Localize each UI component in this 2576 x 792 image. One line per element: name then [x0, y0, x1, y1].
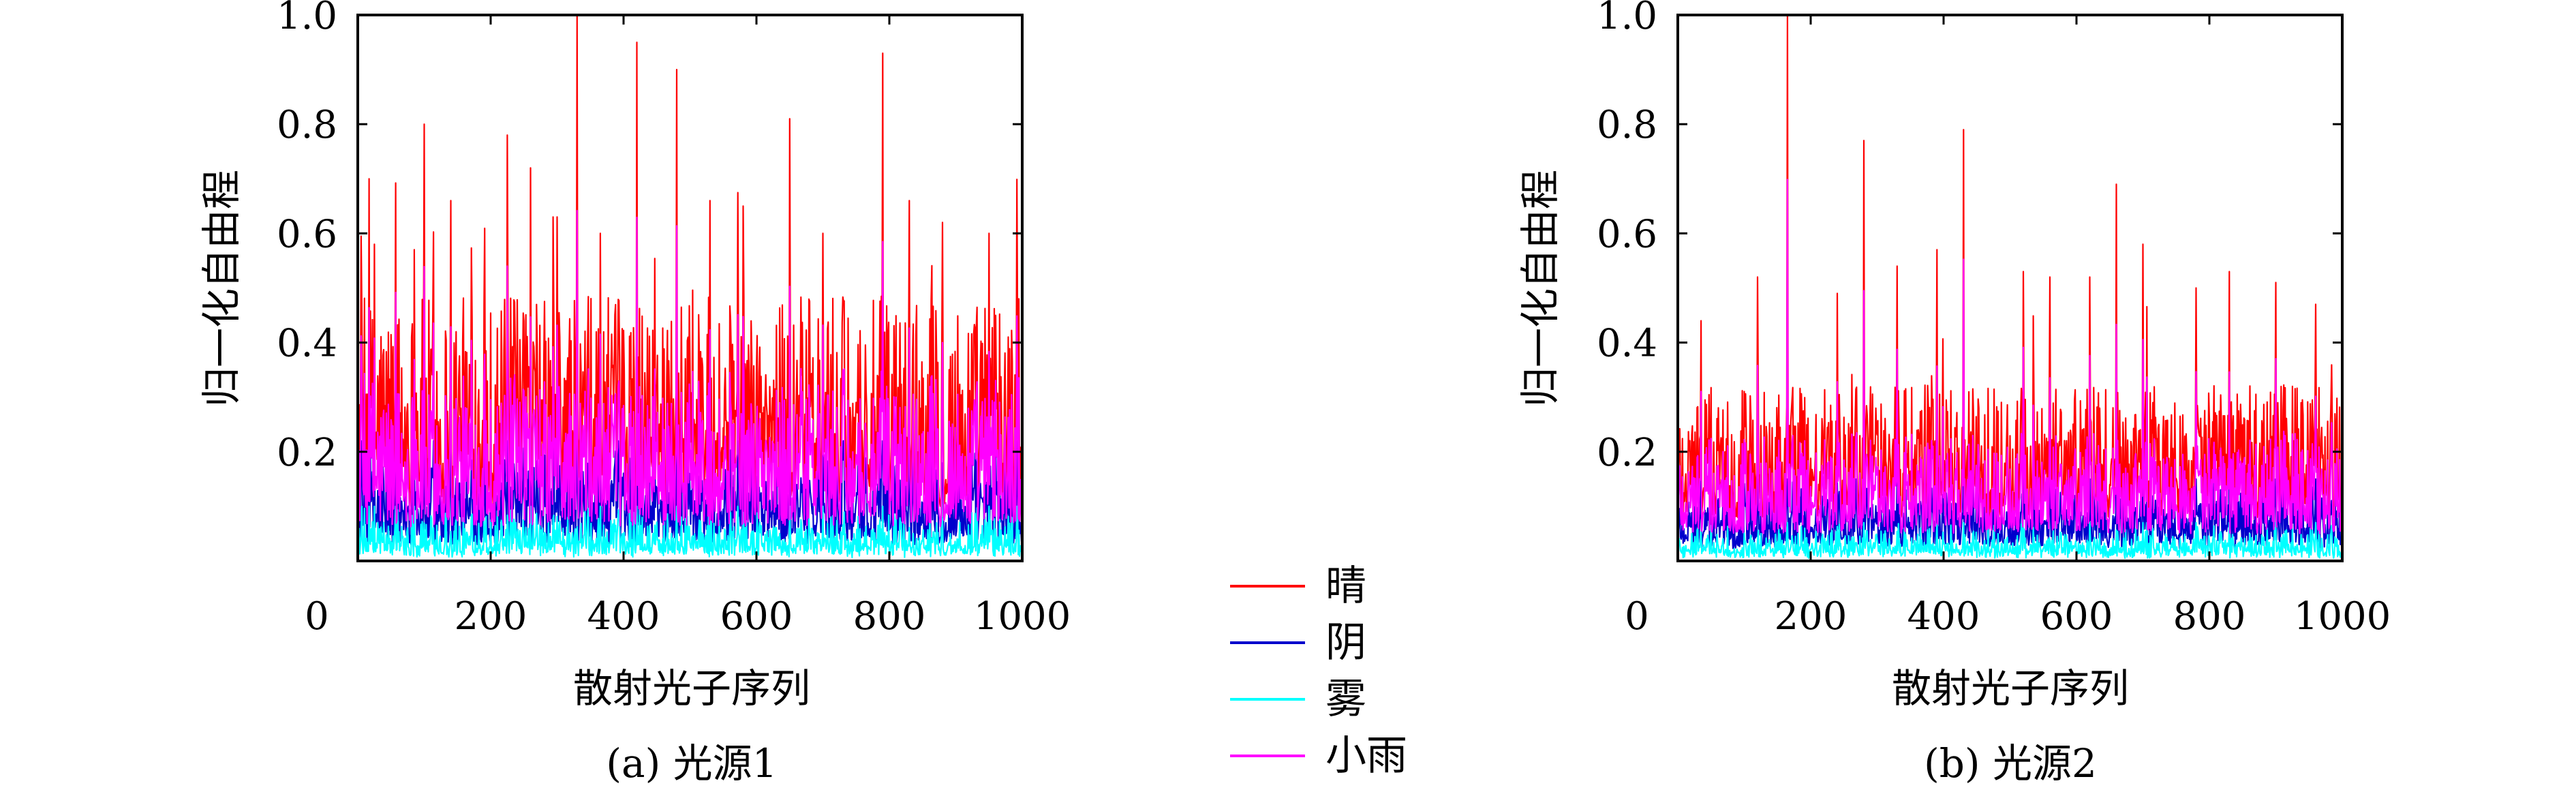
- panel-b-y-axis-label: 归一化自由程: [1517, 170, 1563, 407]
- panel-a-series-4: [357, 209, 1024, 528]
- panel-b-series-group: [1677, 14, 2344, 559]
- panel-a-y-axis-label: 归一化自由程: [198, 170, 245, 407]
- panel-a-x-tick-label: 800: [853, 594, 926, 639]
- panel-a-series-group: [357, 14, 1024, 559]
- panel-a-y-tick-label: 0.4: [277, 322, 337, 366]
- panel-a-plot-frame: [356, 14, 1024, 562]
- panel-a-y-tick-label: 0.2: [277, 431, 337, 475]
- panel-b-y-tick-label: 0.8: [1597, 103, 1657, 147]
- panel-b-y-tick-label: 1.0: [1597, 0, 1657, 38]
- panel-b-y-tick-label: 0.6: [1597, 212, 1657, 256]
- legend-label: 小雨: [1325, 732, 1407, 780]
- legend-label: 阴: [1325, 619, 1366, 667]
- panel-b-x-tick-label: 400: [1907, 594, 1980, 639]
- panel-b-x-axis-label: 散射光子序列: [1892, 665, 2129, 712]
- panel-a-x-tick-label: 0: [305, 594, 329, 639]
- panel-a-x-tick-label: 600: [720, 594, 793, 639]
- panel-b-caption: (b) 光源2: [1924, 740, 2097, 787]
- panel-b-y-tick-label: 0.2: [1597, 431, 1657, 475]
- panel-a-ticks: 0 200 400 600 800 1000 0.2 0.4 0.6 0.8 1.0: [277, 0, 1071, 639]
- panel-a-x-axis-label: 散射光子序列: [573, 665, 810, 712]
- panel-b-series-3: [1677, 521, 2344, 559]
- panel-a-y-tick-label: 0.8: [277, 103, 337, 147]
- panel-b-x-tick-label: 600: [2040, 594, 2113, 639]
- panel-a-series-3: [357, 505, 1024, 559]
- panel-a-x-tick-label: 400: [587, 594, 660, 639]
- legend-label: 雾: [1325, 675, 1366, 723]
- panel-b-series-1: [1677, 14, 2344, 518]
- panel-b-y-tick-label: 0.4: [1597, 322, 1657, 366]
- panel-a-series-2: [357, 440, 1024, 547]
- panel-b-ticks: 0 200 400 600 800 1000 0.2 0.4 0.6 0.8 1.0: [1597, 0, 2391, 639]
- panel-b-x-tick-label: 1000: [2294, 594, 2391, 639]
- legend-label: 晴: [1325, 562, 1366, 610]
- panel-b-x-tick-label: 200: [1775, 594, 1847, 639]
- panel-a-y-tick-label: 1.0: [277, 0, 337, 38]
- panel-a-y-tick-label: 0.6: [277, 212, 337, 256]
- panel-a-x-tick-label: 1000: [974, 594, 1071, 639]
- panel-b-series-4: [1677, 179, 2344, 534]
- panel-a-x-tick-label: 200: [455, 594, 527, 639]
- panel-a-caption: (a) 光源1: [606, 740, 777, 787]
- panel-b-x-tick-label: 0: [1625, 594, 1649, 639]
- panel-b-plot-frame: [1676, 14, 2344, 562]
- panel-b-x-tick-label: 800: [2173, 594, 2246, 639]
